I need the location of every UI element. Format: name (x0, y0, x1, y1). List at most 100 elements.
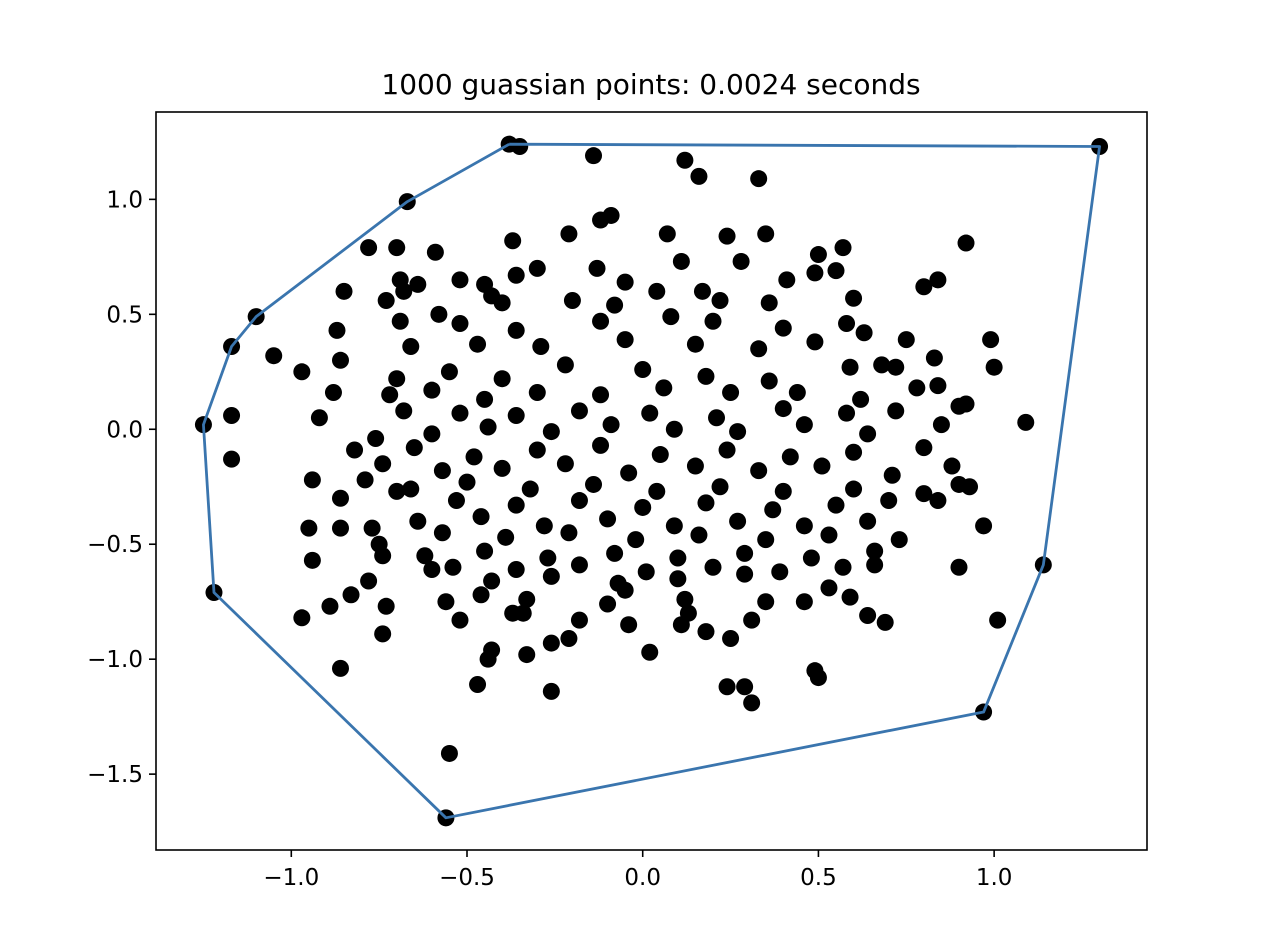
data-point (655, 379, 673, 397)
data-point (925, 349, 943, 367)
data-point (476, 542, 494, 560)
data-point (528, 383, 546, 401)
data-point (223, 406, 241, 424)
y-tick-label: −1.5 (87, 762, 143, 788)
data-point (423, 561, 441, 579)
data-point (961, 478, 979, 496)
data-point (859, 512, 877, 530)
data-point (806, 264, 824, 282)
data-point (293, 609, 311, 627)
data-point (897, 331, 915, 349)
data-point (932, 416, 950, 434)
data-point (676, 151, 694, 169)
data-point (381, 386, 399, 404)
data-point (915, 485, 933, 503)
data-point (493, 370, 511, 388)
data-point (729, 512, 747, 530)
data-point (405, 439, 423, 457)
data-point (887, 358, 905, 376)
data-point (472, 508, 490, 526)
data-point (409, 512, 427, 530)
data-point (859, 425, 877, 443)
data-point (648, 282, 666, 300)
data-point (570, 556, 588, 574)
data-point (743, 611, 761, 629)
data-point (838, 315, 856, 333)
data-point (507, 496, 525, 514)
data-point (324, 383, 342, 401)
plot-area (155, 111, 1148, 851)
data-point (388, 370, 406, 388)
data-point (722, 629, 740, 647)
data-point (641, 404, 659, 422)
data-point (360, 572, 378, 590)
data-point (497, 528, 515, 546)
data-point (774, 400, 792, 418)
data-point (469, 675, 487, 693)
data-point (360, 239, 378, 257)
data-point (542, 423, 560, 441)
data-point (627, 531, 645, 549)
data-point (943, 457, 961, 475)
data-point (560, 225, 578, 243)
data-point (855, 324, 873, 342)
data-point (265, 347, 283, 365)
data-point (440, 363, 458, 381)
data-point (300, 519, 318, 537)
data-point (634, 360, 652, 378)
data-point (606, 544, 624, 562)
data-point (757, 225, 775, 243)
data-point (542, 567, 560, 585)
data-point (423, 381, 441, 399)
data-point (588, 259, 606, 277)
data-point (616, 331, 634, 349)
data-point (757, 593, 775, 611)
data-point (356, 471, 374, 489)
data-point (539, 549, 557, 567)
data-point (331, 659, 349, 677)
data-point (957, 234, 975, 252)
data-point (472, 586, 490, 604)
data-point (592, 436, 610, 454)
data-point (760, 294, 778, 312)
data-point (585, 147, 603, 165)
data-point (592, 312, 610, 330)
data-point (570, 492, 588, 510)
data-point (852, 390, 870, 408)
data-point (542, 634, 560, 652)
data-point (669, 549, 687, 567)
data-point (560, 524, 578, 542)
data-point (465, 448, 483, 466)
data-point (479, 418, 497, 436)
data-point (511, 137, 529, 155)
data-point (845, 480, 863, 498)
data-point (592, 386, 610, 404)
data-point (866, 556, 884, 574)
convex-hull-line (202, 142, 1101, 820)
data-point (507, 561, 525, 579)
data-point (303, 551, 321, 569)
data-point (556, 455, 574, 473)
data-point (599, 595, 617, 613)
data-point (676, 590, 694, 608)
data-point (665, 420, 683, 438)
data-point (310, 409, 328, 427)
x-tick-label: −0.5 (439, 865, 495, 891)
data-point (331, 519, 349, 537)
y-tick-label: −0.5 (87, 532, 143, 558)
data-point (430, 305, 448, 323)
data-point (809, 669, 827, 687)
data-point (437, 593, 455, 611)
data-point (929, 271, 947, 289)
data-point (686, 457, 704, 475)
data-point (476, 390, 494, 408)
data-point (377, 597, 395, 615)
plot-frame (155, 111, 1148, 851)
data-point (841, 358, 859, 376)
y-axis: −1.5 −1.0 −0.5 0.0 0.5 1.0 (87, 187, 156, 788)
data-point (637, 563, 655, 581)
data-point (880, 492, 898, 510)
data-point (718, 678, 736, 696)
data-point (451, 315, 469, 333)
data-point (363, 519, 381, 537)
